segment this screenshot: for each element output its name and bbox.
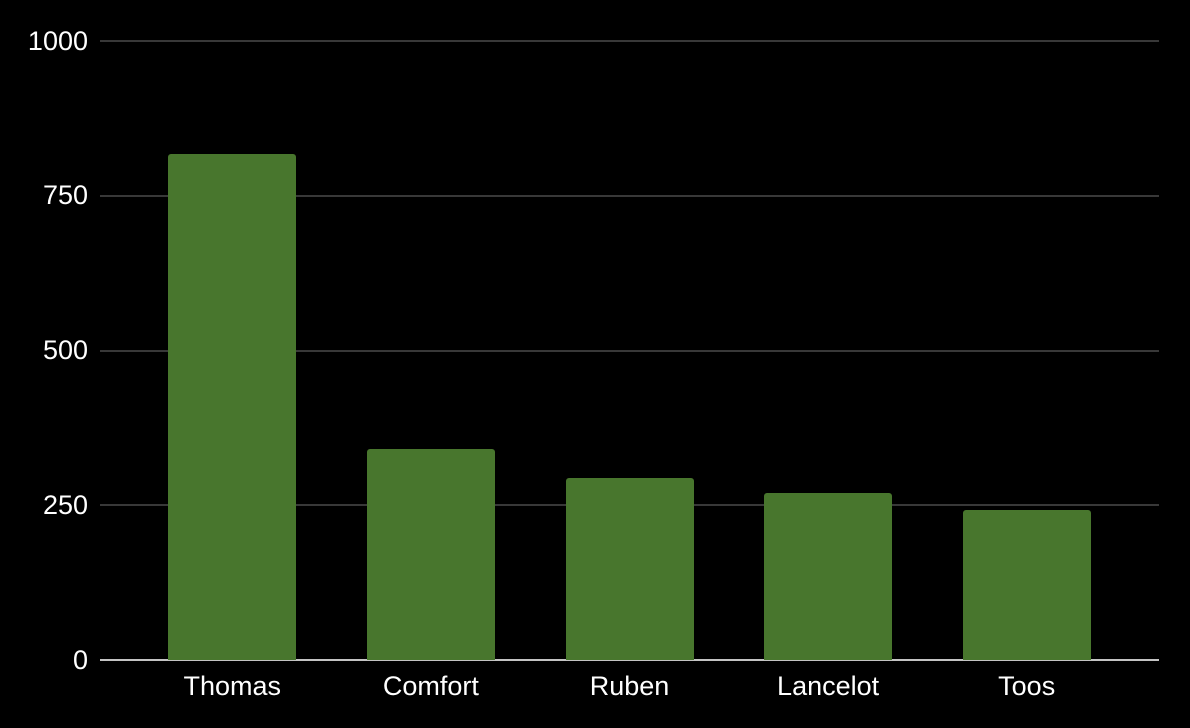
category-label-comfort: Comfort bbox=[382, 671, 479, 701]
y-tick-label-1000: 1000 bbox=[27, 25, 88, 56]
bar-toos bbox=[962, 510, 1091, 660]
x-axis-line bbox=[100, 659, 1159, 661]
bar-thomas bbox=[168, 153, 297, 660]
y-tick-label-500: 500 bbox=[42, 335, 88, 365]
category-label-ruben: Ruben bbox=[589, 671, 670, 701]
bar-ruben bbox=[565, 478, 694, 660]
category-label-thomas: Thomas bbox=[183, 671, 282, 701]
y-tick-label-250: 250 bbox=[42, 489, 88, 520]
category-label-lancelot: Lancelot bbox=[777, 671, 880, 701]
gridline-750 bbox=[100, 194, 1159, 197]
bar-comfort bbox=[366, 448, 495, 660]
gridline-500 bbox=[100, 349, 1159, 352]
category-label-toos: Toos bbox=[998, 671, 1056, 701]
bar-lancelot bbox=[764, 492, 893, 660]
y-tick-label-0: 0 bbox=[72, 644, 88, 675]
y-tick-label-750: 750 bbox=[42, 180, 88, 211]
gridline-1000 bbox=[100, 40, 1159, 42]
